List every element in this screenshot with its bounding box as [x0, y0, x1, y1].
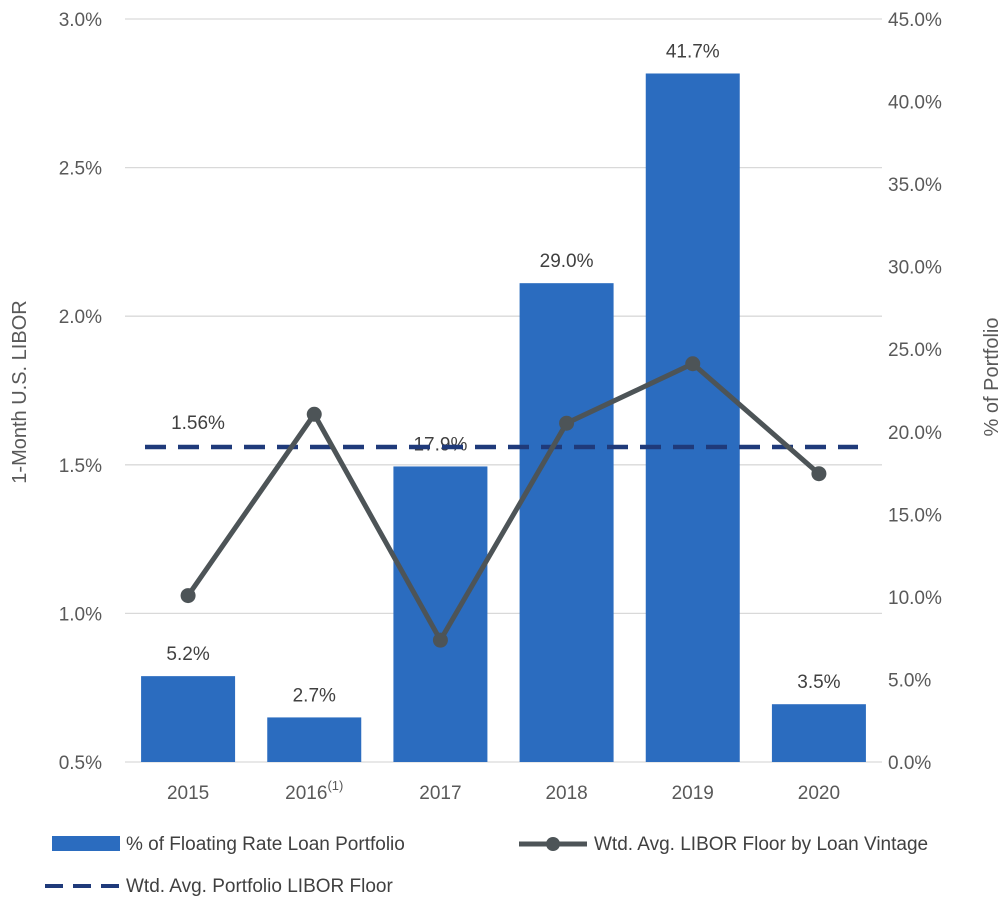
vintage-floor-point-2018: [559, 415, 575, 431]
right-tick-label: 5.0%: [888, 670, 931, 691]
right-axis-title: % of Portfolio: [981, 318, 1003, 437]
bar-series: [141, 73, 866, 762]
x-tick-label-2018: 2018: [545, 783, 587, 804]
gridlines: [125, 18, 882, 763]
right-tick-label: 0.0%: [888, 753, 931, 774]
left-axis-ticks: 0.5% 1.0% 1.5% 2.0% 2.5% 3.0%: [59, 10, 102, 774]
right-tick-label: 10.0%: [888, 588, 942, 609]
bar-label-2017: 17.9%: [413, 434, 467, 455]
portfolio-floor-series: 1.56%: [145, 413, 858, 450]
right-tick-label: 20.0%: [888, 423, 942, 444]
bar-label-2020: 3.5%: [797, 672, 840, 693]
bar-2018: [519, 283, 614, 762]
bar-2019: [645, 73, 740, 762]
legend: % of Floating Rate Loan Portfolio Wtd. A…: [45, 834, 928, 897]
bar-2017: [393, 466, 488, 762]
right-tick-label: 35.0%: [888, 175, 942, 196]
bar-2015: [141, 676, 236, 762]
bar-label-2015: 5.2%: [166, 644, 209, 665]
legend-label-line: Wtd. Avg. LIBOR Floor by Loan Vintage: [594, 834, 928, 855]
bar-label-2019: 41.7%: [666, 41, 720, 62]
vintage-floor-line: [186, 361, 821, 643]
x-axis-ticks: 2015 2016(1) 2017 2018 2019 2020: [167, 778, 840, 804]
x-tick-label-2015: 2015: [167, 783, 209, 804]
vintage-floor-point-2015: [180, 588, 196, 604]
left-axis-title: 1-Month U.S. LIBOR: [9, 300, 31, 483]
vintage-floor-point-2019: [685, 356, 701, 372]
right-tick-label: 30.0%: [888, 258, 942, 279]
legend-label-bars: % of Floating Rate Loan Portfolio: [126, 834, 405, 855]
portfolio-floor-label: 1.56%: [171, 413, 225, 434]
bar-2016: [267, 717, 362, 762]
bar-label-2018: 29.0%: [540, 251, 594, 272]
x-tick-label-2020: 2020: [798, 783, 840, 804]
vintage-floor-point-2016: [306, 406, 322, 422]
left-tick-label: 2.5%: [59, 159, 102, 180]
right-tick-label: 15.0%: [888, 505, 942, 526]
right-axis-ticks: 0.0% 5.0% 10.0% 15.0% 20.0% 25.0% 30.0% 35.0% 40…: [888, 10, 942, 774]
x-tick-label-2016: 2016(1): [285, 778, 343, 804]
legend-swatch-marker: [546, 837, 560, 851]
right-tick-label: 25.0%: [888, 340, 942, 361]
right-tick-label: 40.0%: [888, 93, 942, 114]
legend-label-dash: Wtd. Avg. Portfolio LIBOR Floor: [126, 876, 393, 897]
legend-swatch-bars: [52, 836, 120, 851]
left-tick-label: 0.5%: [59, 753, 102, 774]
bar-2020: [771, 704, 866, 762]
left-tick-label: 2.0%: [59, 307, 102, 328]
vintage-floor-point-2020: [811, 466, 827, 482]
bar-label-2016: 2.7%: [293, 685, 336, 706]
vintage-floor-point-2017: [432, 632, 448, 648]
left-tick-label: 1.0%: [59, 604, 102, 625]
left-tick-label: 1.5%: [59, 456, 102, 477]
left-tick-label: 3.0%: [59, 10, 102, 31]
right-tick-label: 45.0%: [888, 10, 942, 31]
x-tick-label-2019: 2019: [672, 783, 714, 804]
vintage-floor-series: [180, 356, 827, 648]
bar-data-labels: 5.2% 2.7% 17.9% 29.0% 41.7% 3.5%: [166, 41, 840, 706]
x-tick-label-2017: 2017: [419, 783, 461, 804]
